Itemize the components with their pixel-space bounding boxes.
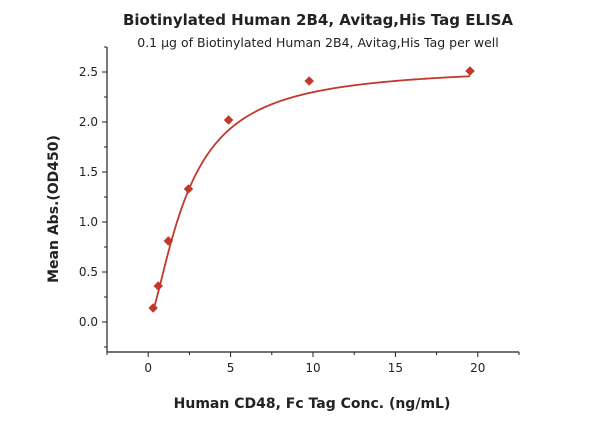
chart-title: Biotinylated Human 2B4, Avitag,His Tag E… <box>123 11 513 29</box>
plot-area: 0.0 0.5 1.0 1.5 2.0 2.5 0 5 10 15 20 <box>79 46 520 375</box>
data-point <box>465 66 475 76</box>
data-point <box>163 236 174 246</box>
y-tick-label: 0.5 <box>79 265 98 279</box>
y-tick-label: 1.0 <box>79 215 98 229</box>
x-tick-label: 0 <box>144 361 152 375</box>
data-point <box>153 281 164 291</box>
data-point <box>223 115 234 125</box>
x-tick-label: 5 <box>227 361 235 375</box>
y-tick-label: 2.0 <box>79 115 98 129</box>
fit-curve <box>152 75 471 312</box>
data-point <box>304 76 315 86</box>
y-axis-label: Mean Abs.(OD450) <box>46 135 62 283</box>
x-tick-label: 20 <box>470 361 485 375</box>
data-point <box>148 303 158 313</box>
chart-subtitle: 0.1 µg of Biotinylated Human 2B4, Avitag… <box>137 35 499 50</box>
y-tick-label: 0.0 <box>79 315 98 329</box>
x-tick-label: 10 <box>305 361 320 375</box>
y-tick-label: 1.5 <box>79 165 98 179</box>
data-point <box>183 184 194 194</box>
x-axis-label: Human CD48, Fc Tag Conc. (ng/mL) <box>174 396 451 412</box>
x-tick-label: 15 <box>388 361 403 375</box>
y-tick-label: 2.5 <box>79 65 98 79</box>
